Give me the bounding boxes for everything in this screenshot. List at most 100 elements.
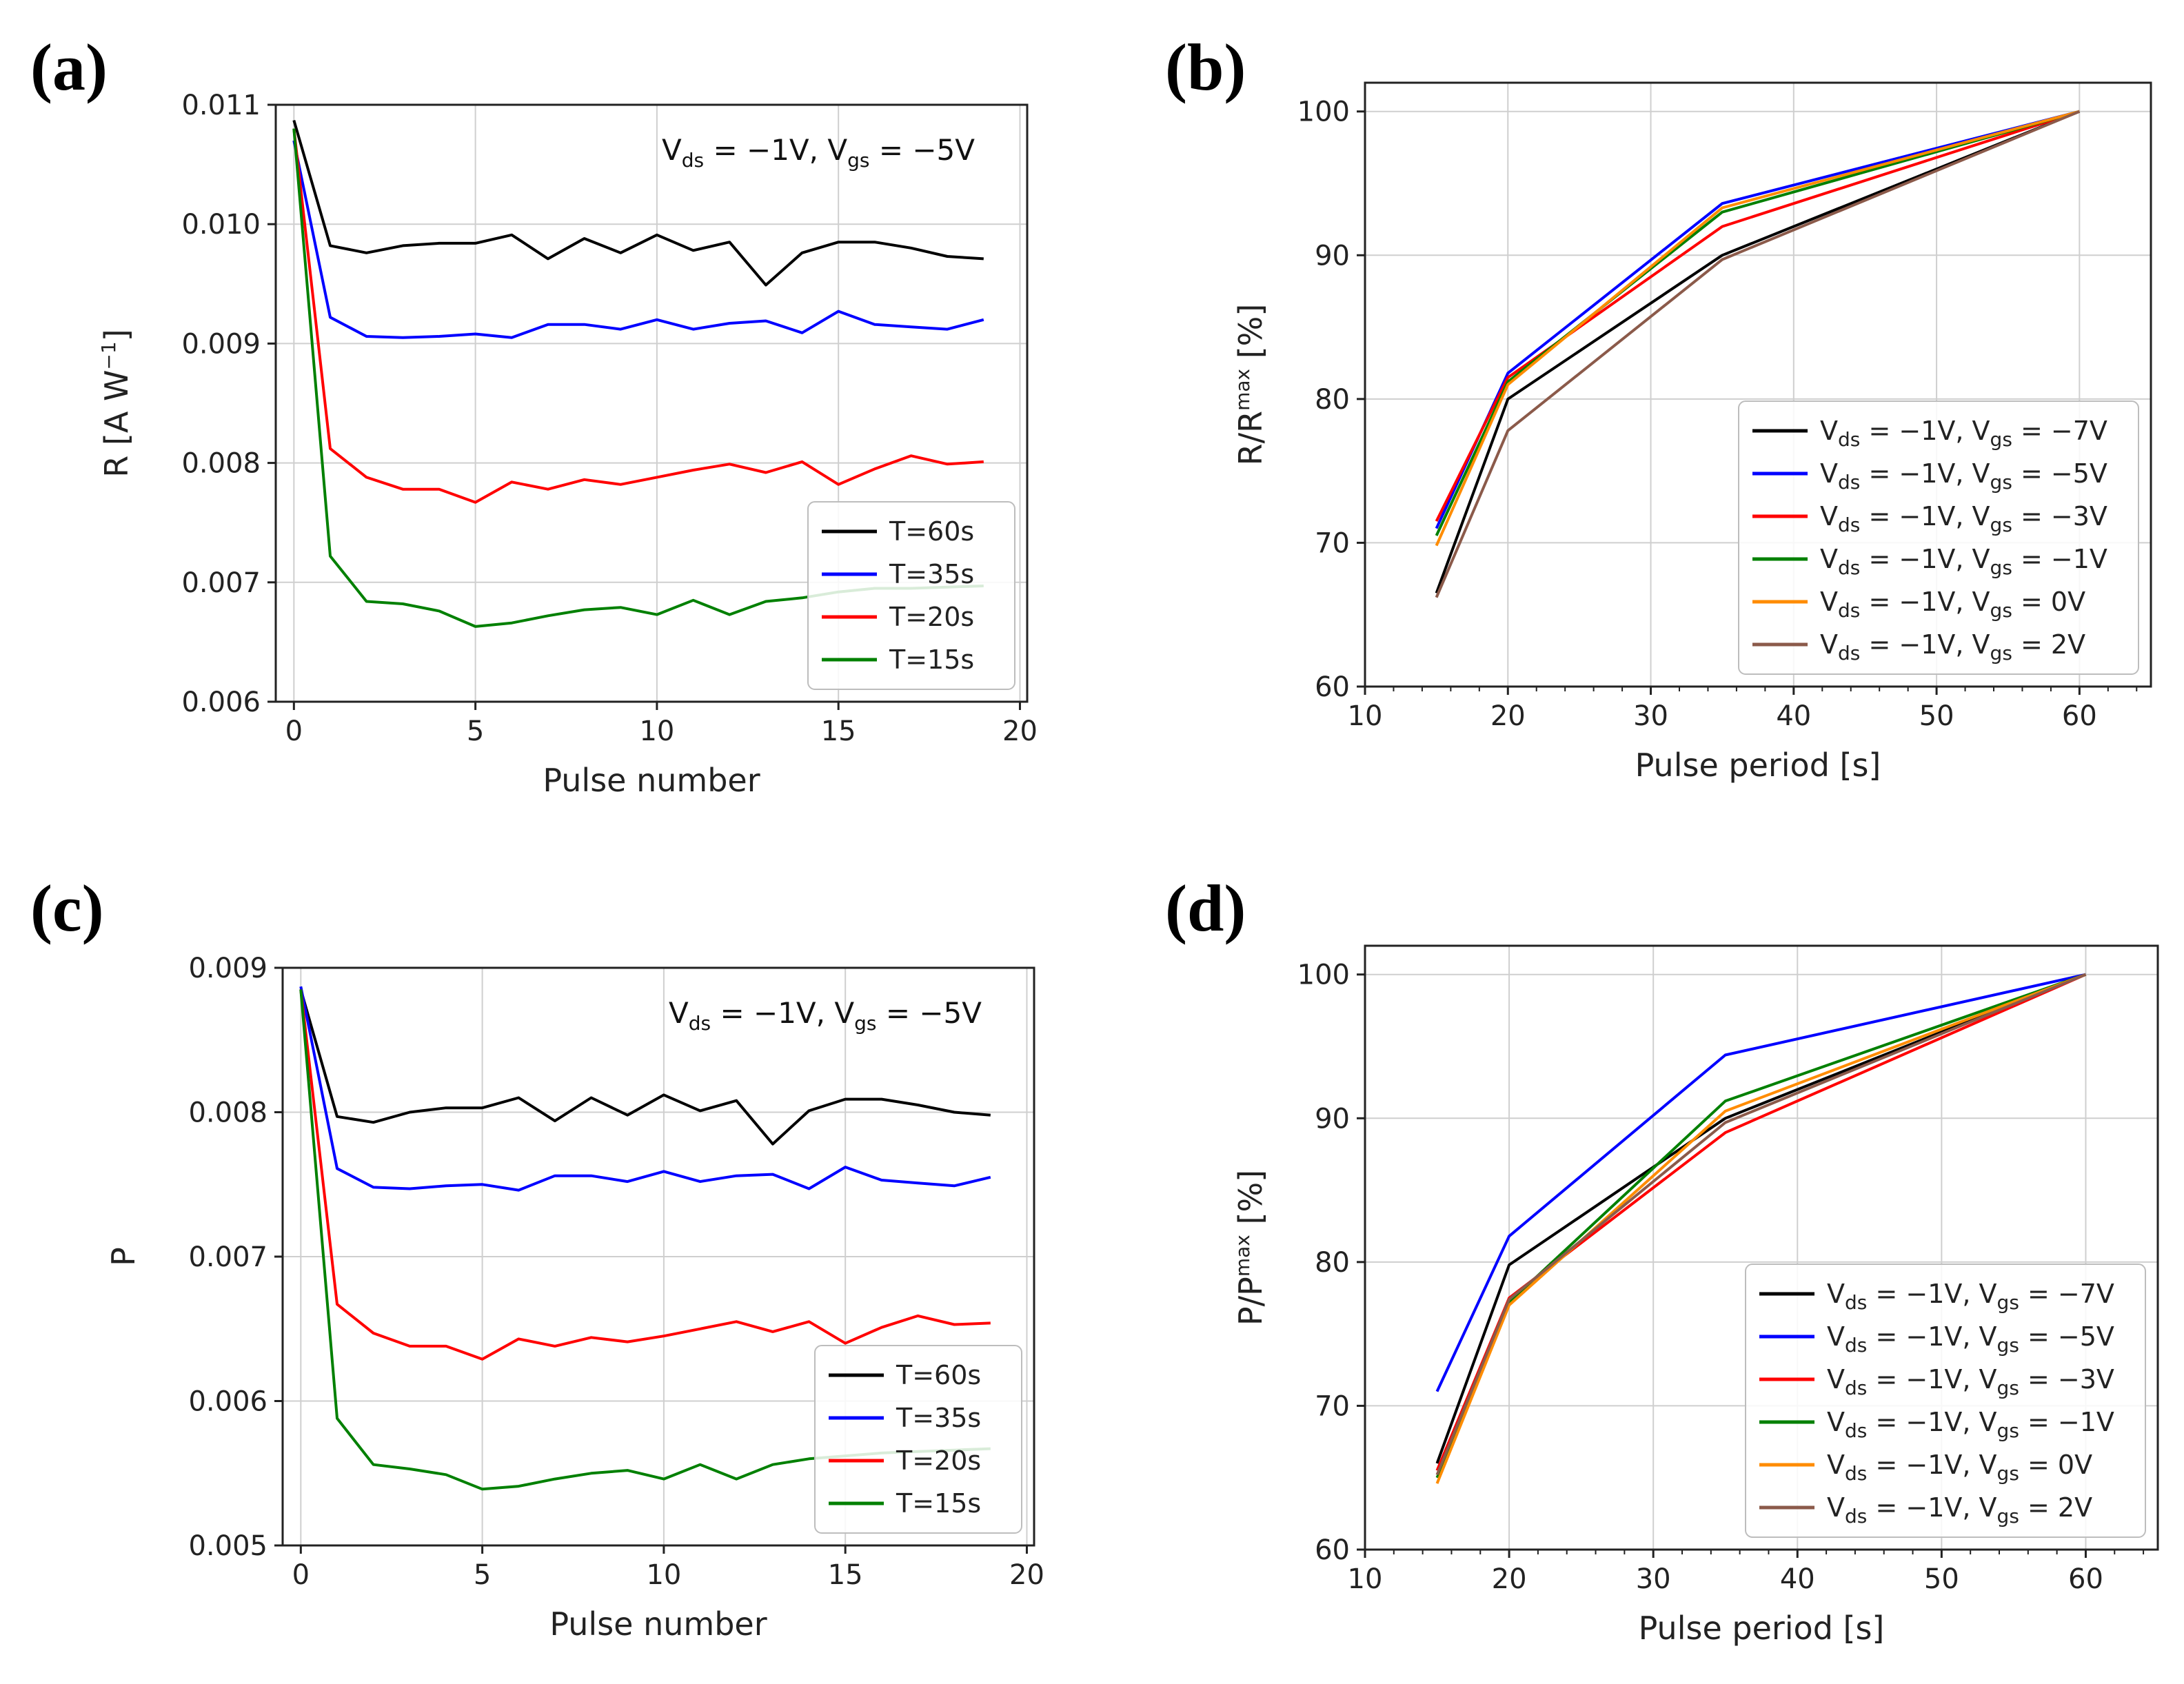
y-tick-label: 0.007 xyxy=(181,567,261,599)
y-tick-label: 70 xyxy=(1315,527,1350,559)
x-tick-label: 40 xyxy=(1780,1563,1815,1595)
x-tick-label: 20 xyxy=(1490,700,1526,732)
y-tick-label: 0.011 xyxy=(181,90,261,121)
series-line-a-1 xyxy=(292,140,984,339)
y-tick-label: 0.006 xyxy=(181,687,261,718)
plot-frame xyxy=(274,103,1029,703)
x-tick-label: 5 xyxy=(474,1559,491,1591)
legend-label: Vds = −1V, Vgs = −1V xyxy=(1820,544,2107,579)
y-tick-label: 60 xyxy=(1315,1534,1350,1566)
y-tick-label: 100 xyxy=(1297,960,1350,991)
panel-label-c: (c) xyxy=(30,871,104,945)
x-axis-label: Pulse number xyxy=(543,762,760,799)
panel-label-a: (a) xyxy=(30,30,108,104)
series-line-c-1 xyxy=(299,986,991,1192)
legend-label: Vds = −1V, Vgs = −3V xyxy=(1827,1364,2114,1399)
x-tick-label: 10 xyxy=(1348,1563,1383,1595)
legend-label: Vds = −1V, Vgs = −5V xyxy=(1820,458,2107,494)
y-tick-label: 100 xyxy=(1297,97,1350,128)
series-line-c-2 xyxy=(299,989,991,1361)
series-line-a-2 xyxy=(292,128,984,504)
legend: T=60s T=35s T=20s T=15s xyxy=(807,501,1015,690)
x-axis-label: Pulse period [s] xyxy=(1635,747,1881,784)
y-tick-label: 0.009 xyxy=(181,328,261,360)
legend: Vds = −1V, Vgs = −7V Vds = −1V, Vgs = −5V… xyxy=(1738,400,2139,675)
x-tick-label: 0 xyxy=(285,716,303,747)
legend-label: Vds = −1V, Vgs = 0V xyxy=(1827,1450,2092,1485)
y-tick-label: 0.007 xyxy=(188,1241,267,1273)
y-axis-label: R/Rmax [%] xyxy=(1231,304,1269,466)
x-tick-label: 15 xyxy=(828,1559,863,1591)
series-line-b-4 xyxy=(1435,110,2080,547)
x-tick-label: 40 xyxy=(1776,700,1811,732)
panel-a: (a) 0 5 10 15 20 0.006 0.007 0.008 0.009 0.010 0.01… xyxy=(30,30,1038,799)
x-tick-label: 0 xyxy=(292,1559,310,1591)
panel-c: (c) 0 5 10 15 20 0.005 0.006 0.007 0.008 0.009 Puls… xyxy=(30,871,1044,1643)
y-tick-label: 70 xyxy=(1315,1390,1350,1422)
series-line-d-1 xyxy=(1435,973,2086,1392)
x-tick-label: 20 xyxy=(1002,716,1038,747)
legend-label: Vds = −1V, Vgs = −1V xyxy=(1827,1407,2114,1442)
legend-label: Vds = −1V, Vgs = 2V xyxy=(1827,1492,2092,1528)
x-tick-label: 10 xyxy=(646,1559,681,1591)
legend-label: T=15s xyxy=(896,1488,981,1519)
legend: T=60s T=35s T=20s T=15s xyxy=(814,1345,1022,1534)
x-tick-label: 50 xyxy=(1919,700,1954,732)
y-tick-label: 0.005 xyxy=(188,1530,267,1562)
x-tick-label: 30 xyxy=(1636,1563,1671,1595)
legend-label: T=20s xyxy=(896,1445,981,1476)
y-tick-label: 0.008 xyxy=(181,448,261,480)
series-line-c-0 xyxy=(299,988,991,1146)
y-axis-label: R [A W−1] xyxy=(97,329,135,477)
x-axis-label: Pulse period [s] xyxy=(1639,1610,1885,1647)
legend-label: T=15s xyxy=(889,645,974,675)
bias-annotation: Vds = −1V, Vgs = −5V xyxy=(669,996,982,1035)
y-tick-label: 90 xyxy=(1315,240,1350,272)
legend-label: Vds = −1V, Vgs = −3V xyxy=(1820,501,2107,536)
y-tick-label: 90 xyxy=(1315,1103,1350,1135)
y-axis-label: P/Pmax [%] xyxy=(1231,1170,1269,1326)
legend-frame xyxy=(1738,400,2139,675)
x-tick-label: 20 xyxy=(1009,1559,1044,1591)
panel-label-d: (d) xyxy=(1165,871,1246,945)
x-tick-label: 20 xyxy=(1492,1563,1527,1595)
legend-label: Vds = −1V, Vgs = −5V xyxy=(1827,1321,2114,1357)
x-tick-label: 30 xyxy=(1633,700,1668,732)
x-tick-label: 5 xyxy=(467,716,484,747)
y-tick-label: 80 xyxy=(1315,384,1350,416)
series-line-b-2 xyxy=(1435,110,2081,522)
legend-label: Vds = −1V, Vgs = 0V xyxy=(1820,587,2085,622)
series-line-b-0 xyxy=(1435,110,2081,594)
legend-frame xyxy=(814,1345,1022,1534)
series-line-b-5 xyxy=(1435,110,2081,598)
series-line-a-0 xyxy=(292,119,984,287)
y-tick-label: 0.006 xyxy=(188,1386,267,1418)
y-tick-label: 0.008 xyxy=(188,1097,267,1129)
series-line-d-0 xyxy=(1435,973,2087,1464)
y-tick-label: 0.009 xyxy=(188,953,267,984)
x-tick-label: 60 xyxy=(2062,700,2097,732)
legend-label: T=35s xyxy=(896,1403,981,1433)
legend-label: Vds = −1V, Vgs = 2V xyxy=(1820,629,2085,665)
x-tick-label: 50 xyxy=(1924,1563,1959,1595)
plot-frame xyxy=(1364,81,2152,688)
y-axis-label: P xyxy=(105,1247,142,1266)
panel-label-b: (b) xyxy=(1165,30,1246,104)
legend-label: T=60s xyxy=(896,1360,981,1390)
legend-label: Vds = −1V, Vgs = −7V xyxy=(1827,1279,2114,1314)
panel-b: (b) 10 20 30 40 50 60 60 70 80 90 100 Pulse period [… xyxy=(1165,30,2152,784)
bias-annotation: Vds = −1V, Vgs = −5V xyxy=(662,133,975,172)
plot-frame xyxy=(1364,944,2159,1551)
y-tick-label: 80 xyxy=(1315,1247,1350,1279)
legend: Vds = −1V, Vgs = −7V Vds = −1V, Vgs = −5V… xyxy=(1745,1264,2146,1538)
x-tick-label: 15 xyxy=(821,716,856,747)
legend-frame xyxy=(807,501,1015,690)
legend-label: Vds = −1V, Vgs = −7V xyxy=(1820,416,2107,451)
series-line-d-4 xyxy=(1435,973,2087,1484)
legend-label: T=35s xyxy=(889,559,974,589)
x-tick-label: 10 xyxy=(639,716,674,747)
x-tick-label: 10 xyxy=(1348,700,1383,732)
x-tick-label: 60 xyxy=(2068,1563,2103,1595)
panel-d: (d) 10 20 30 40 50 60 60 70 80 90 100 Pulse period [… xyxy=(1165,871,2159,1647)
